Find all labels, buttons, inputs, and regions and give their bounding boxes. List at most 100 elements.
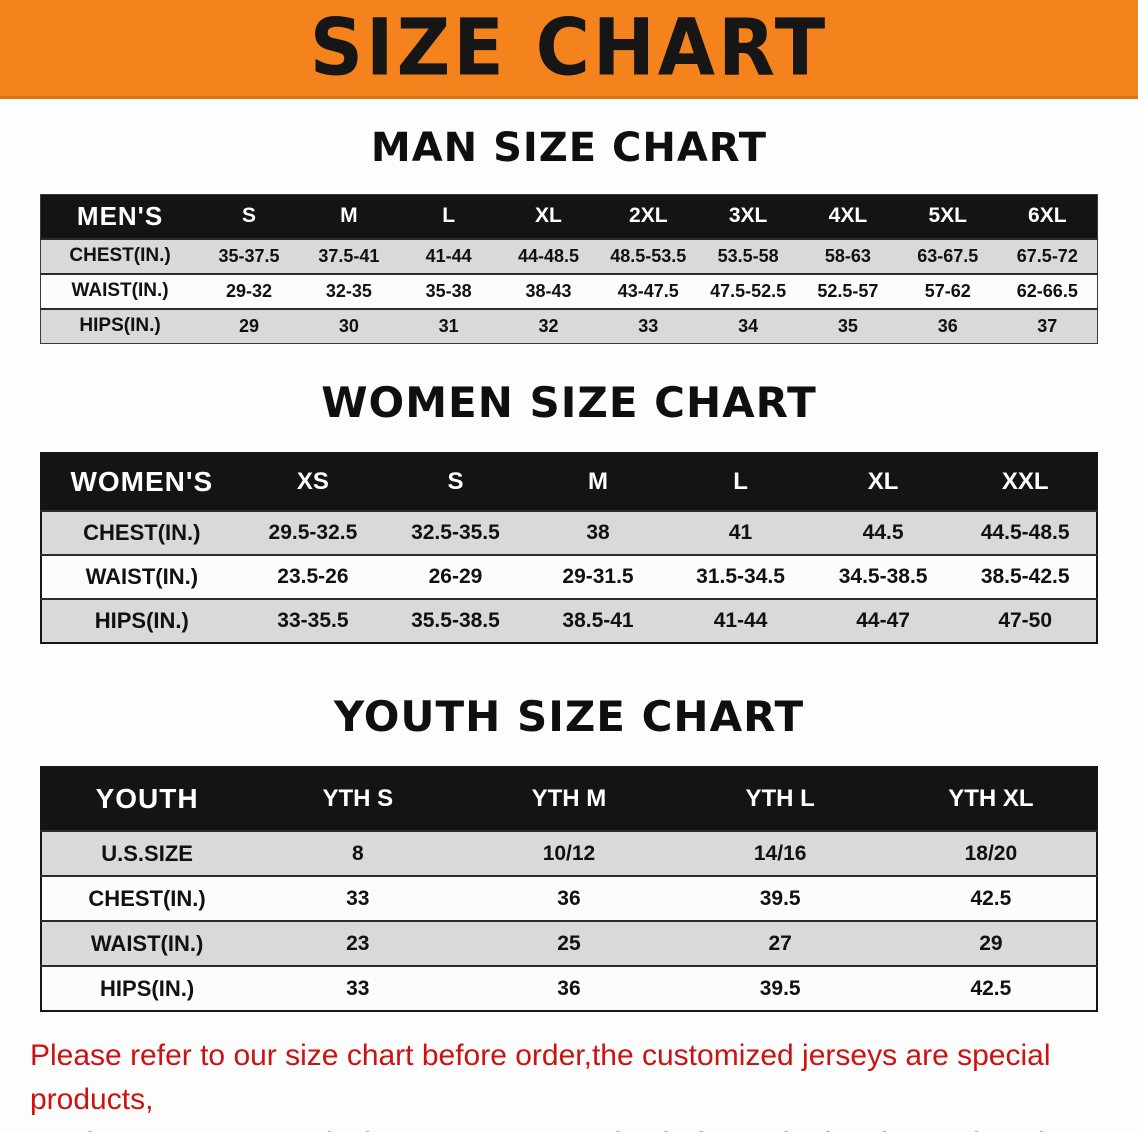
- size-column-header: 4XL: [828, 204, 868, 228]
- size-cell: 18/20: [964, 841, 1018, 865]
- men-hips-row: HIPS(IN.) 29 30 31 32 33 34 35 36 37: [40, 308, 1098, 344]
- size-cell: 48.5-53.5: [610, 245, 687, 266]
- size-cell: 41-44: [425, 245, 472, 266]
- size-cell: 38-43: [525, 280, 572, 301]
- notice-line-2: we don't accept cancel, change, teturn o…: [30, 1122, 1138, 1132]
- size-cell: 35-37.5: [218, 245, 280, 266]
- banner-title: SIZE CHART: [309, 2, 829, 94]
- women-header-row: WOMEN'S XS S M L XL XXL: [41, 453, 1097, 511]
- size-cell: 39.5: [759, 886, 801, 910]
- youth-waist-row: WAIST(IN.) 23 25 27 29: [41, 921, 1097, 966]
- size-cell: 44.5-48.5: [980, 521, 1070, 544]
- size-column-header: XL: [867, 468, 899, 495]
- size-cell: 35: [837, 315, 858, 336]
- row-label: U.S.SIZE: [101, 840, 193, 866]
- row-label: HIPS(IN.): [94, 608, 189, 633]
- women-section: WOMEN SIZE CHART WOMEN'S XS S M L XL XXL: [0, 382, 1138, 644]
- size-cell: 32.5-35.5: [411, 521, 500, 544]
- size-cell: 23.5-26: [277, 565, 349, 588]
- size-cell: 8: [351, 841, 364, 865]
- size-column-header: S: [242, 204, 257, 228]
- size-cell: 52.5-57: [817, 280, 879, 301]
- size-column-header: L: [442, 204, 456, 228]
- size-cell: 34: [738, 315, 759, 336]
- size-cell: 35.5-38.5: [411, 609, 500, 632]
- size-cell: 42.5: [970, 886, 1012, 910]
- size-cell: 32: [538, 315, 559, 336]
- size-column-header: XS: [296, 468, 329, 495]
- men-header-row: MEN'S S M L XL 2XL 3XL 4XL 5XL 6XL: [40, 194, 1098, 239]
- size-cell: 29: [979, 931, 1003, 955]
- size-cell: 44.5: [862, 521, 904, 544]
- size-cell: 58-63: [824, 245, 871, 266]
- size-cell: 36: [557, 976, 581, 1000]
- size-cell: 32-35: [325, 280, 372, 301]
- size-cell: 47.5-52.5: [710, 280, 787, 301]
- row-label: WAIST(IN.): [90, 930, 204, 956]
- size-cell: 36: [557, 886, 581, 910]
- size-column-header: M: [588, 468, 608, 495]
- size-cell: 36: [937, 315, 958, 336]
- women-table-label: WOMEN'S: [70, 466, 214, 497]
- size-cell: 63-67.5: [917, 245, 979, 266]
- youth-chest-row: CHEST(IN.) 33 36 39.5 42.5: [41, 876, 1097, 921]
- row-label: HIPS(IN.): [79, 315, 161, 337]
- row-label: CHEST(IN.): [83, 520, 201, 545]
- women-hips-row: HIPS(IN.) 33-35.5 35.5-38.5 38.5-41 41-4…: [41, 599, 1097, 643]
- size-cell: 33-35.5: [277, 609, 349, 632]
- size-column-header: 3XL: [728, 204, 768, 228]
- size-cell: 26-29: [428, 565, 483, 588]
- size-column-header: XXL: [1001, 468, 1049, 495]
- row-label: HIPS(IN.): [100, 975, 195, 1001]
- size-cell: 30: [338, 315, 359, 336]
- size-cell: 38: [586, 521, 610, 544]
- banner: SIZE CHART: [0, 0, 1138, 99]
- row-label: CHEST(IN.): [88, 885, 206, 911]
- size-cell: 29-32: [226, 280, 273, 301]
- size-cell: 44-48.5: [517, 245, 579, 266]
- youth-section: YOUTH SIZE CHART YOUTH YTH S YTH M YTH L…: [0, 696, 1138, 1012]
- women-waist-row: WAIST(IN.) 23.5-26 26-29 29-31.5 31.5-34…: [41, 555, 1097, 599]
- size-cell: 34.5-38.5: [838, 565, 928, 588]
- men-chest-row: CHEST(IN.) 35-37.5 37.5-41 41-44 44-48.5…: [40, 238, 1098, 274]
- footer-notice: Please refer to our size chart before or…: [30, 1034, 1138, 1132]
- size-cell: 35-38: [425, 280, 472, 301]
- size-cell: 10/12: [542, 841, 596, 865]
- size-cell: 29-31.5: [562, 565, 634, 588]
- size-cell: 39.5: [759, 976, 801, 1000]
- size-column-header: 6XL: [1028, 204, 1067, 228]
- size-cell: 33: [346, 976, 370, 1000]
- women-chest-row: CHEST(IN.) 29.5-32.5 32.5-35.5 38 41 44.…: [41, 511, 1097, 555]
- men-size-table: MEN'S S M L XL 2XL 3XL 4XL 5XL 6XL CHEST…: [40, 194, 1098, 344]
- row-label: WAIST(IN.): [85, 564, 199, 589]
- size-cell: 29.5-32.5: [268, 521, 358, 544]
- youth-table-label: YOUTH: [95, 783, 199, 814]
- size-cell: 42.5: [970, 976, 1012, 1000]
- men-section: MAN SIZE CHART MEN'S S M L XL 2XL 3XL 4X…: [0, 128, 1138, 344]
- men-heading: MAN SIZE CHART: [370, 125, 768, 171]
- women-heading: WOMEN SIZE CHART: [321, 378, 817, 427]
- size-column-header: YTH L: [745, 785, 815, 812]
- size-column-header: 5XL: [928, 204, 967, 228]
- size-cell: 38.5-42.5: [980, 565, 1070, 588]
- size-column-header: S: [447, 468, 464, 495]
- men-waist-row: WAIST(IN.) 29-32 32-35 35-38 38-43 43-47…: [40, 273, 1098, 309]
- youth-ussize-row: U.S.SIZE 8 10/12 14/16 18/20: [41, 831, 1097, 876]
- youth-header-row: YOUTH YTH S YTH M YTH L YTH XL: [41, 767, 1097, 831]
- size-cell: 57-62: [924, 280, 971, 301]
- row-label: WAIST(IN.): [71, 280, 169, 301]
- size-cell: 53.5-58: [717, 245, 779, 266]
- size-cell: 41-44: [713, 609, 768, 632]
- size-cell: 33: [346, 886, 370, 910]
- size-cell: 38.5-41: [562, 609, 634, 632]
- size-column-header: YTH XL: [948, 785, 1034, 812]
- size-cell: 67.5-72: [1016, 245, 1078, 266]
- men-table-label: MEN'S: [76, 200, 164, 231]
- size-column-header: L: [733, 468, 748, 495]
- size-cell: 43-47.5: [617, 280, 679, 301]
- youth-heading: YOUTH SIZE CHART: [333, 692, 805, 741]
- youth-hips-row: HIPS(IN.) 33 36 39.5 42.5: [41, 966, 1097, 1011]
- size-cell: 62-66.5: [1016, 280, 1078, 301]
- size-column-header: YTH M: [531, 785, 607, 812]
